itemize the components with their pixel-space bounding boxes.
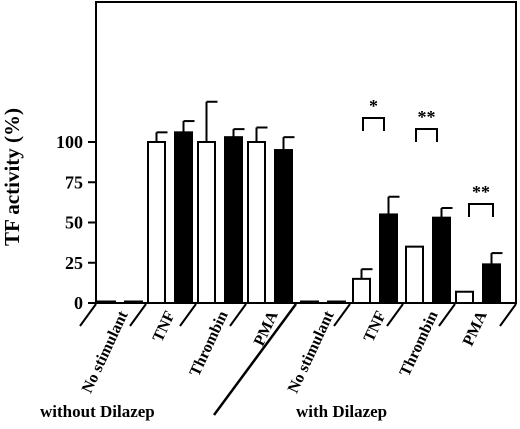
bar: [379, 213, 398, 304]
significance-bracket: [468, 203, 494, 217]
bar: [455, 290, 474, 305]
category-divider: [129, 303, 147, 327]
y-tick-label: 25: [65, 253, 83, 273]
category-divider: [179, 303, 197, 327]
bar: [482, 263, 501, 304]
y-tick-label: 100: [56, 132, 83, 152]
y-tick-label: 50: [65, 213, 83, 233]
significance-label: **: [418, 107, 436, 127]
significance-label: *: [369, 96, 378, 116]
group-label: with Dilazep: [296, 402, 387, 421]
bar: [432, 216, 451, 304]
bar: [197, 141, 216, 304]
bar: [274, 149, 293, 304]
y-tick-label: 75: [65, 172, 83, 192]
bar: [300, 300, 319, 304]
bar: [405, 245, 424, 304]
x-category-label: TNF: [150, 308, 179, 344]
x-category-label: PMA: [460, 308, 491, 349]
bar: [97, 300, 116, 304]
bars: [97, 100, 503, 305]
bar: [147, 141, 166, 304]
x-category-label: No stimulant: [285, 308, 338, 396]
x-category-label: No stimulant: [79, 308, 132, 396]
category-divider: [499, 303, 517, 327]
group-label: without Dilazep: [40, 402, 155, 421]
x-category-label: Thrombin: [397, 308, 442, 379]
category-divider: [333, 303, 351, 327]
significance-bracket: [362, 117, 385, 131]
significance-bracket: [415, 128, 438, 142]
bar: [174, 131, 193, 304]
category-divider: [229, 303, 247, 327]
category-divider: [438, 303, 456, 327]
bar: [247, 141, 266, 304]
bar: [327, 300, 346, 304]
x-category-label: TNF: [361, 308, 390, 344]
bar: [352, 277, 371, 305]
category-divider: [386, 303, 404, 327]
y-axis-label: TF activity (%): [0, 108, 24, 246]
x-category-label: Thrombin: [187, 308, 232, 379]
significance-label: **: [472, 182, 490, 202]
category-divider: [79, 303, 97, 327]
bar: [224, 136, 243, 304]
bar: [124, 300, 143, 304]
category-divider: [212, 303, 298, 416]
y-tick-label: 0: [74, 293, 83, 313]
